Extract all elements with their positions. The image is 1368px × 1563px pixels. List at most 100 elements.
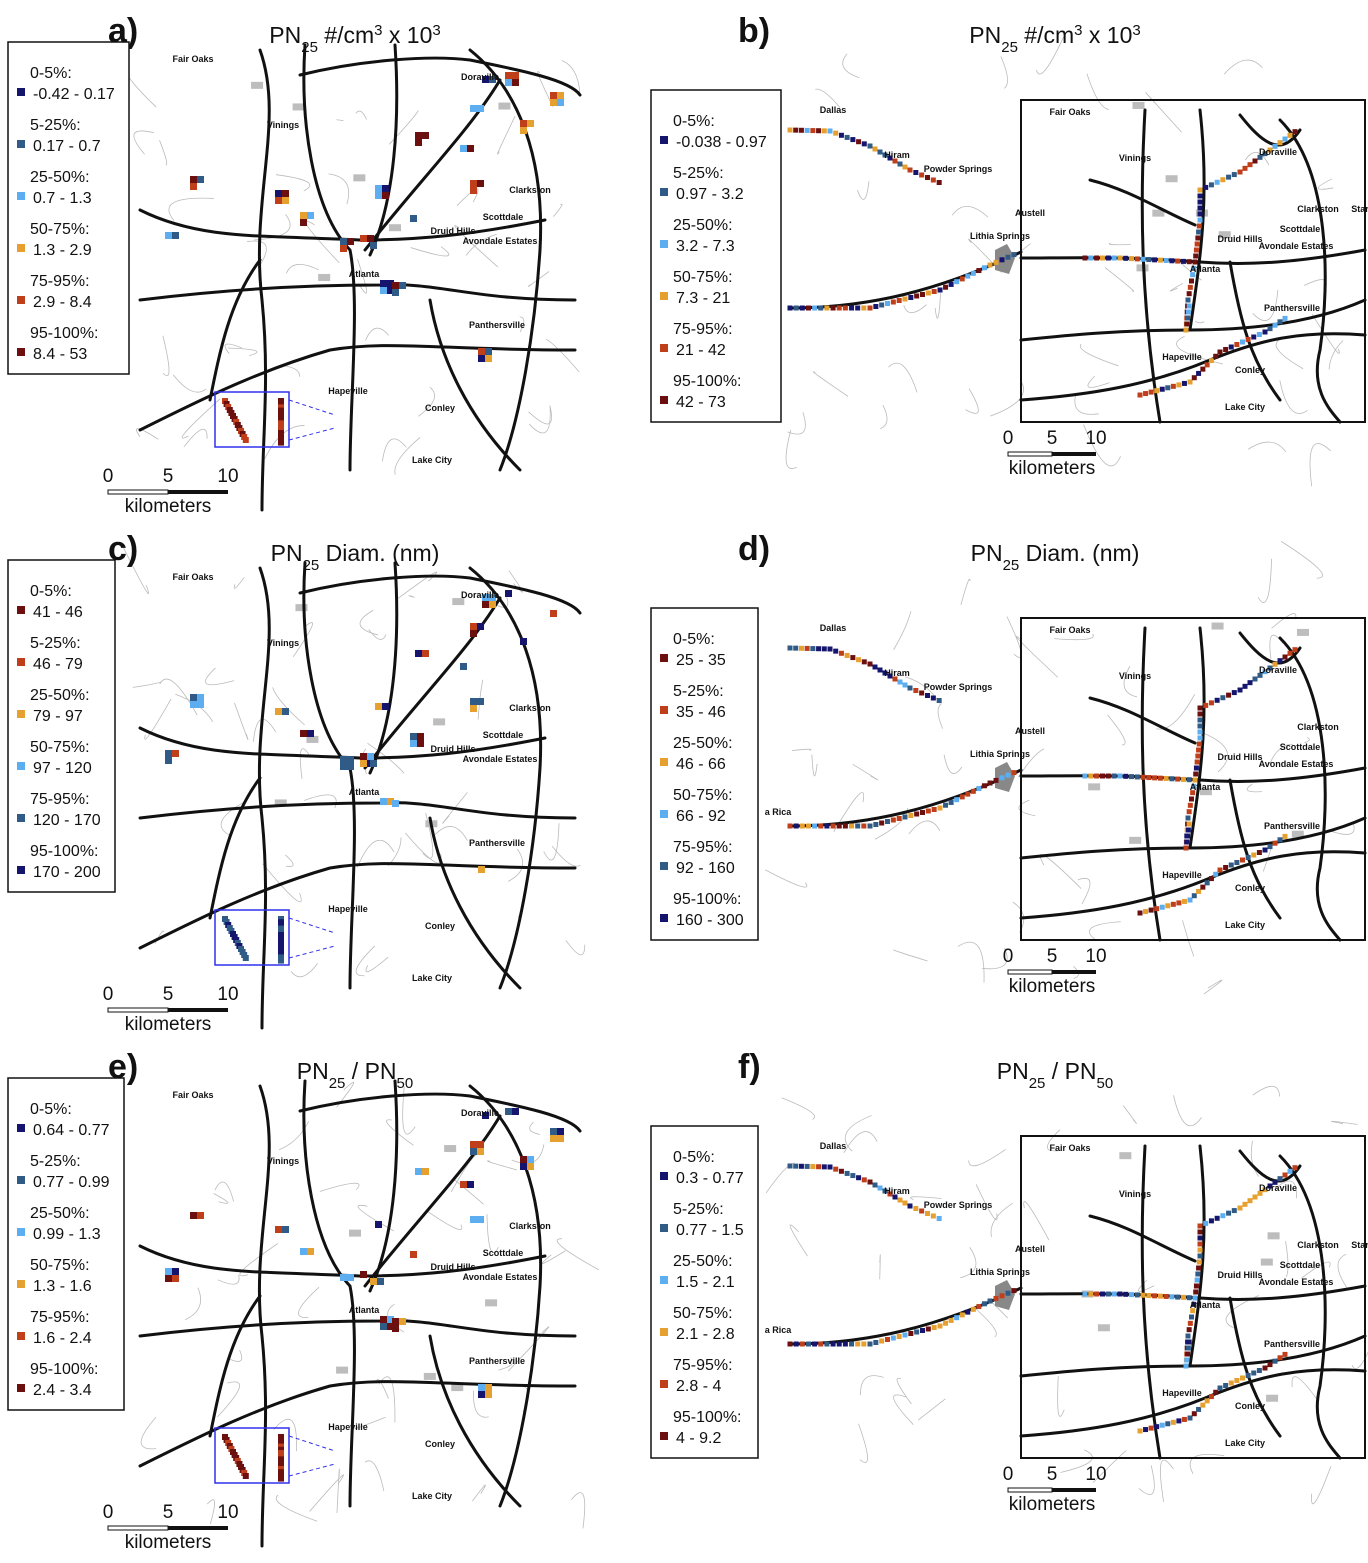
measurement [798,127,804,133]
highway [208,776,262,920]
highway [468,566,543,990]
minor-road [508,1326,550,1372]
legend-range: 25-50%: [30,687,90,704]
minor-road [1023,1201,1050,1241]
measurement [970,270,976,276]
scale-tick: 0 [103,984,114,1005]
legend-values: 21 - 42 [676,342,726,359]
minor-road [1311,313,1340,354]
measurement [981,265,987,271]
landmark [274,799,287,807]
measurement [931,807,937,812]
inset-frame [1020,617,1366,941]
measurement [1187,802,1193,808]
measurement [278,1437,284,1444]
measurement [477,698,484,705]
measurement [1197,205,1203,211]
place-label: Doraville [1259,147,1297,157]
panel: Fair Oaks Doraville Vinings Clarkston Scottd… [7,530,586,1035]
measurement [1192,1295,1198,1301]
minor-road [418,386,435,417]
minor-road [951,206,989,218]
highway [138,283,577,302]
legend-values: 0.77 - 1.5 [676,1222,744,1239]
measurement [867,661,873,667]
measurement [799,305,805,311]
minor-road [357,258,368,294]
measurement [340,238,347,245]
measurement [1223,1383,1229,1388]
panel: Dallas Hiram Powder Springs Austell Lithia S… [650,530,1367,997]
measurement [1245,337,1251,342]
landmark [336,1366,349,1374]
measurement [1191,1301,1197,1307]
place-label: Hapeville [1162,1388,1202,1398]
measurement [1237,169,1243,175]
measurement [477,623,484,630]
measurement [861,659,867,665]
highway [138,801,577,820]
measurement [833,130,839,136]
minor-road [943,754,963,774]
legend-range: 0-5%: [30,583,72,600]
measurement [937,1323,943,1329]
place-label: Atlanta [349,787,380,797]
measurement [399,282,406,289]
minor-road [1092,1450,1127,1483]
measurement [1088,255,1094,261]
title-part: 25 [303,557,320,574]
highway [298,574,582,615]
minor-road [408,595,415,598]
minor-road [1046,1129,1063,1152]
scale-tick: 5 [1047,946,1058,967]
legend-swatch [17,1124,25,1132]
measurement [872,1182,878,1188]
legend-values: 46 - 66 [676,756,726,773]
measurement [1137,910,1143,916]
legend-swatch [660,862,668,870]
measurement [1262,329,1268,335]
measurement [925,808,931,814]
measurement [1088,773,1094,779]
measurement [1217,1385,1223,1391]
scale-bar [1007,1487,1053,1493]
measurement [1251,1370,1257,1376]
place-label: Austell [1015,726,1045,736]
minor-road [1331,1120,1358,1125]
minor-road [1053,633,1094,641]
landmark [1296,628,1309,636]
landmark [348,1229,361,1237]
measurement [340,1274,347,1281]
minor-road [968,1149,1006,1167]
measurement [948,799,954,805]
measurement [1111,773,1117,779]
scale-tick: 0 [103,1502,114,1523]
legend-swatch [17,710,25,718]
measurement [1204,880,1210,886]
measurement [976,268,982,274]
minor-road [434,826,468,841]
place-label: Scottdale [483,730,524,740]
measurement [919,172,925,178]
minor-road [812,371,849,397]
measurement [1237,687,1243,693]
measurement [855,823,861,829]
legend-range: 0-5%: [30,65,72,82]
legend-swatch [660,654,668,662]
legend-swatch [660,396,668,404]
measurement [165,750,172,757]
measurement [937,287,943,293]
measurement [914,1329,920,1335]
measurement [821,128,827,134]
measurement [1184,321,1190,327]
measurement [1256,332,1262,337]
legend-range: 95-100%: [30,843,99,860]
panel: Dallas Hiram Powder Springs Austell Lithia S… [650,12,1368,487]
measurement [1262,847,1268,853]
measurement [793,1163,799,1169]
measurement [793,305,799,311]
landmark [451,1384,464,1392]
measurement [1292,647,1298,653]
legend-values: 170 - 200 [33,864,101,881]
place-label: Dallas [820,105,847,115]
